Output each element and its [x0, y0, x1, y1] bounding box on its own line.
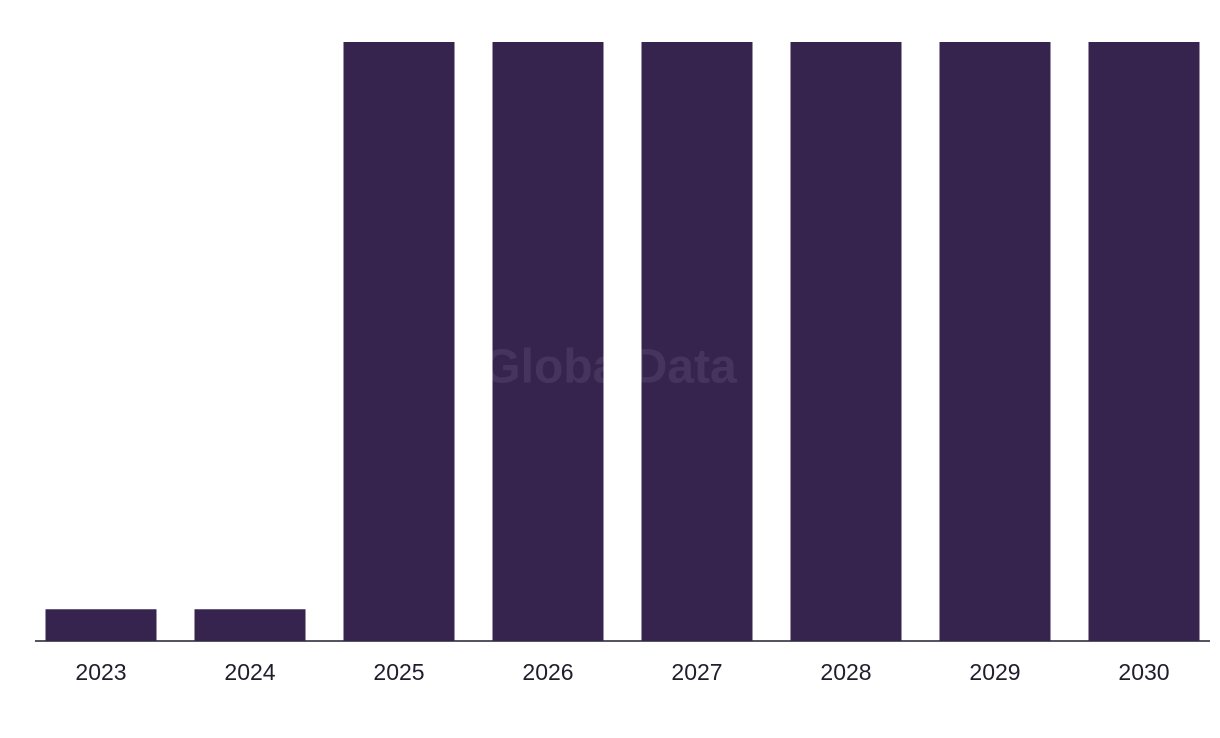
x-tick-label: 2026	[522, 659, 573, 685]
bar	[641, 42, 753, 641]
bar	[45, 609, 157, 641]
x-tick-label: 2028	[820, 659, 871, 685]
x-tick-label: 2030	[1118, 659, 1169, 685]
bar	[939, 42, 1051, 641]
x-tick-label: 2029	[969, 659, 1020, 685]
x-tick-label: 2027	[671, 659, 722, 685]
bar	[1088, 42, 1200, 641]
bar	[790, 42, 902, 641]
x-tick-label: 2023	[75, 659, 126, 685]
bar	[343, 42, 455, 641]
bar	[492, 42, 604, 641]
watermark: GlobalData	[483, 341, 737, 394]
bar	[194, 609, 306, 641]
x-tick-label: 2024	[224, 659, 275, 685]
x-tick-label: 2025	[373, 659, 424, 685]
